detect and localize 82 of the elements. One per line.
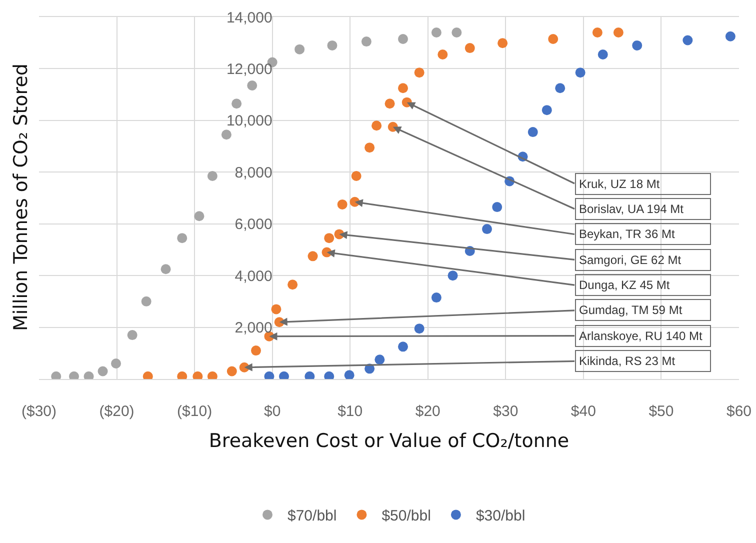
y-tick-label: 12,000 [226, 60, 272, 78]
point [448, 270, 458, 281]
point [327, 40, 338, 50]
point [111, 358, 121, 368]
point [492, 202, 502, 212]
x-tick-label: $40 [570, 403, 596, 420]
x-tick-label: ($20) [99, 403, 134, 420]
x-axis-title: Breakeven Cost or Value of CO₂/tonne [208, 430, 570, 452]
annotation: Dunga, KZ 45 Mt [579, 278, 670, 292]
point [613, 28, 624, 38]
point [398, 34, 408, 44]
point [498, 38, 508, 48]
x-tick-label: $20 [415, 403, 440, 420]
point [555, 83, 566, 94]
point [725, 31, 736, 42]
legend-label: $70/bbl [288, 508, 337, 525]
point [337, 199, 348, 210]
point [294, 44, 305, 54]
annotation: Arlanskoye, RU 140 Mt [579, 329, 704, 343]
point [177, 233, 188, 244]
point [632, 40, 642, 50]
legend-label: $30/bbl [476, 508, 526, 525]
annotation: Kikinda, RS 23 Mt [579, 354, 676, 368]
x-tick-label: $30 [493, 403, 518, 420]
point [247, 80, 258, 91]
x-tick-label: $10 [338, 403, 363, 420]
x-tick-label: $60 [726, 403, 752, 420]
point [575, 68, 586, 78]
point [464, 43, 475, 54]
point [232, 98, 242, 109]
point [221, 130, 232, 140]
legend-label: $50/bbl [382, 508, 431, 525]
point [207, 171, 218, 182]
point [414, 68, 424, 78]
point [98, 366, 108, 376]
y-tick-label: 8,000 [234, 164, 272, 182]
annotation: Gumdag, TM 59 Mt [579, 303, 683, 317]
point [482, 224, 492, 234]
x-tick-label: $0 [264, 403, 281, 420]
y-tick-label: 14,000 [226, 9, 272, 26]
y-tick-label: 10,000 [226, 112, 272, 130]
annotation: Beykan, TR 36 Mt [579, 227, 676, 241]
point [251, 346, 261, 356]
y-axis-title: Million Tonnes of CO₂ Stored [10, 64, 32, 331]
point [344, 370, 354, 379]
point [372, 120, 382, 131]
point [226, 366, 237, 376]
y-tick-label: 4,000 [234, 268, 272, 285]
x-tick-label: ($30) [21, 403, 57, 420]
point [414, 324, 424, 334]
point [431, 28, 442, 38]
point [141, 296, 152, 306]
point [542, 105, 552, 116]
point [438, 49, 448, 60]
point [160, 264, 171, 274]
annotation: Borislav, UA 194 Mt [579, 202, 684, 216]
point [528, 127, 538, 138]
point [431, 292, 442, 303]
y-tick-label: 6,000 [234, 216, 272, 234]
annotation: Kruk, UZ 18 Mt [579, 177, 660, 191]
point [364, 142, 375, 153]
point [194, 211, 204, 222]
point [374, 354, 385, 365]
x-tick-label: ($10) [177, 403, 212, 420]
point [682, 35, 693, 46]
annotation: Samgori, GE 62 Mt [579, 253, 682, 267]
point [324, 233, 334, 244]
point [127, 330, 138, 340]
point [361, 36, 372, 47]
point [398, 342, 408, 352]
point [598, 49, 608, 60]
point [384, 98, 395, 109]
point [288, 280, 298, 290]
point [548, 34, 558, 44]
point [592, 28, 602, 38]
point [308, 251, 318, 262]
y-tick-label: 2,000 [234, 320, 272, 337]
point [452, 28, 462, 38]
point [398, 83, 408, 94]
point [271, 304, 282, 314]
x-tick-label: $50 [648, 403, 674, 420]
point [351, 171, 362, 182]
